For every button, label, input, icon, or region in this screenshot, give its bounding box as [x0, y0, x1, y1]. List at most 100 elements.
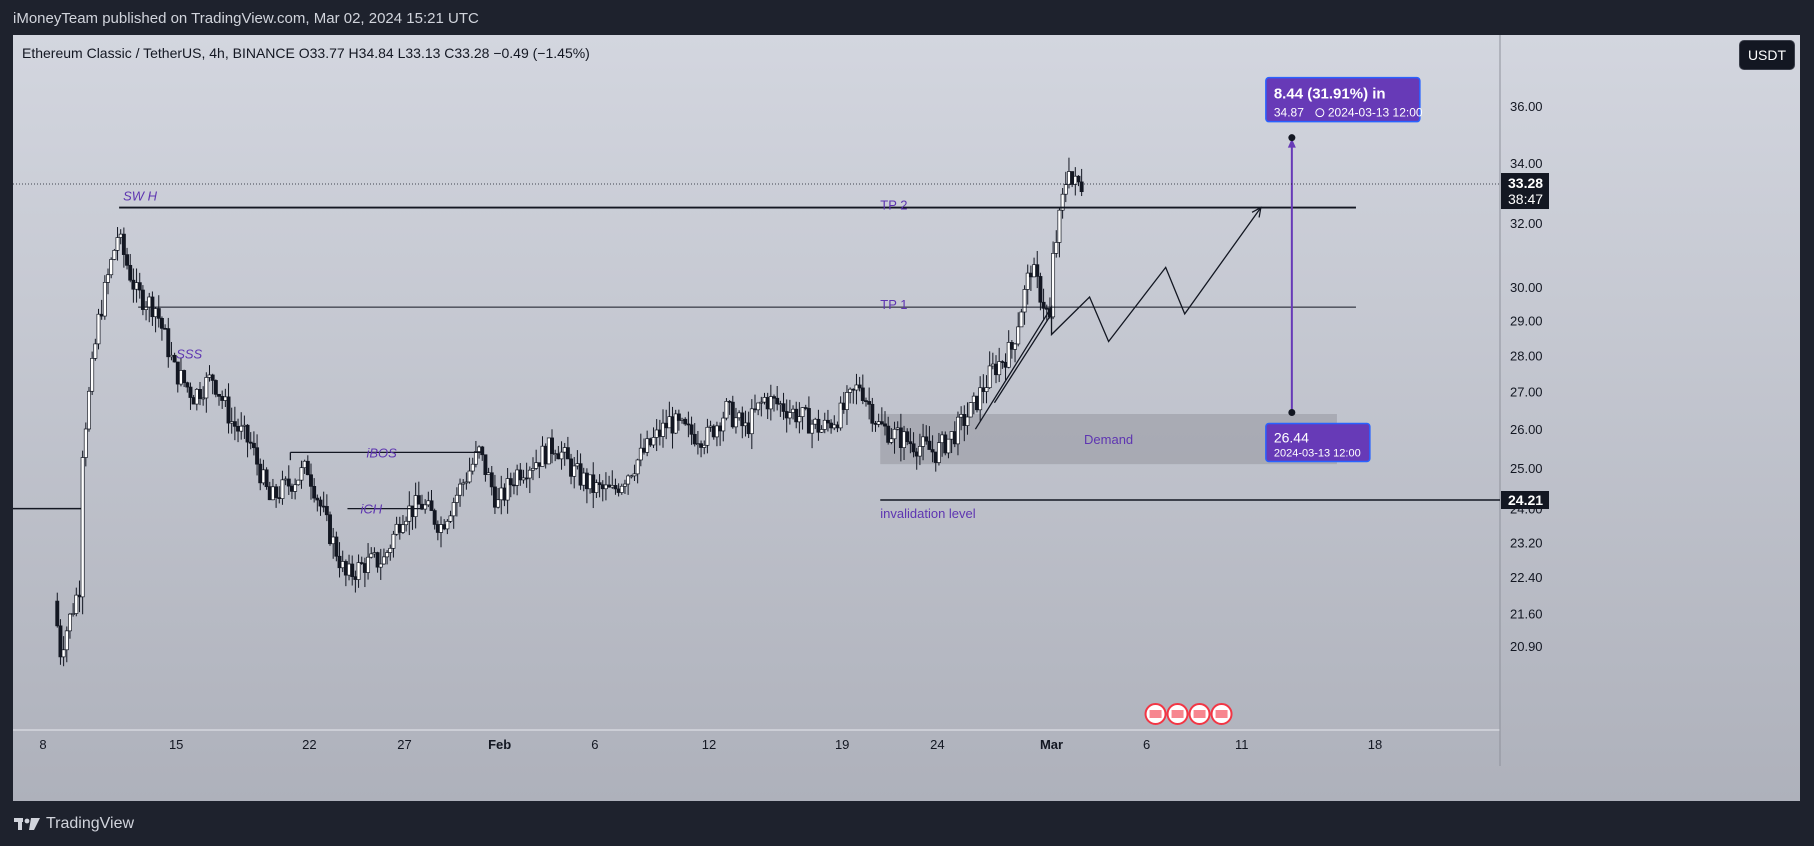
candle-body [524, 477, 529, 480]
time-axis[interactable]: 8 15 22 27 Feb 6 12 19 24 Mar 6 11 18 [39, 703, 1382, 752]
candle-body [309, 474, 313, 487]
candle-body [188, 386, 193, 398]
candle-body [797, 416, 802, 423]
candle-body [137, 282, 142, 291]
candle-body [454, 494, 459, 503]
candle-body [619, 485, 624, 493]
candle-body [762, 397, 767, 403]
candle-body [229, 421, 234, 424]
candle-body [1067, 171, 1071, 185]
candle-body [581, 472, 586, 486]
candle-body [584, 472, 589, 490]
candle-layer [55, 157, 1084, 667]
candle-body [940, 434, 945, 444]
candle-body [217, 394, 221, 397]
candle-body [854, 384, 859, 391]
candle-body [936, 442, 941, 463]
candle-body [676, 413, 681, 421]
measure-end-dot [1288, 134, 1296, 142]
candle-body [600, 484, 605, 490]
candle-body [467, 470, 472, 483]
candle-body [71, 613, 76, 615]
candle-body [477, 446, 482, 452]
candle-body [845, 392, 849, 410]
candle-body [743, 422, 748, 427]
candle-body [626, 475, 631, 485]
candle-body [391, 533, 396, 549]
candle-body [321, 505, 326, 508]
candle-body [340, 561, 345, 569]
candle-body [981, 387, 986, 392]
candle-body [781, 403, 786, 412]
time-tick-label: 15 [169, 737, 183, 752]
drawing-layer[interactable]: SW H TP 2 TP 1 invalidation level iBOS iCH SSS… [13, 76, 1500, 521]
time-tick-label: 19 [835, 737, 849, 752]
candle-body [362, 563, 367, 573]
candle-body [175, 361, 180, 385]
candle-body [714, 425, 719, 438]
candle-body [975, 395, 979, 411]
candle-body [426, 500, 431, 506]
tp2-label: TP 2 [880, 198, 907, 213]
invalidation-price-value: 24.21 [1508, 492, 1543, 508]
candle-body [236, 425, 240, 432]
price-chart[interactable]: Demand SW H TP 2 TP 1 invalidation level iBO… [13, 35, 1800, 801]
us-event-flag-stripes [1215, 710, 1228, 718]
candle-body [569, 458, 573, 477]
candle-body [496, 499, 501, 508]
candle-body [305, 460, 310, 476]
candle-body [1038, 276, 1043, 303]
projection-arrowhead [1251, 206, 1262, 218]
candle-body [1076, 175, 1081, 183]
candle-body [125, 254, 129, 266]
measure-start-box [1265, 422, 1371, 463]
candle-body [946, 438, 951, 454]
candle-body [591, 474, 596, 493]
candle-body [914, 451, 919, 457]
candle-body [756, 402, 761, 411]
footer-brand[interactable]: TradingView [14, 815, 134, 833]
candle-body [68, 613, 72, 632]
candle-body [350, 563, 355, 578]
candle-body [140, 289, 145, 310]
candle-body [204, 377, 209, 399]
candle-body [699, 443, 704, 448]
sw-high-label: SW H [123, 189, 158, 204]
candle-body [182, 370, 187, 384]
candle-body [1079, 181, 1084, 193]
candle-body [93, 343, 98, 359]
candle-body [540, 445, 545, 467]
candle-body [109, 259, 114, 276]
candle-body [794, 408, 799, 423]
candle-body [1044, 307, 1049, 310]
time-tick-label: 27 [397, 737, 411, 752]
candle-body [394, 523, 399, 535]
candle-body [813, 418, 818, 425]
current-price-badge [1501, 173, 1549, 210]
candle-body [96, 313, 101, 345]
candle-body [1041, 301, 1046, 309]
candle-body [927, 440, 932, 450]
candle-body [546, 437, 551, 465]
clock-icon [1315, 108, 1325, 118]
currency-button[interactable]: USDT [1739, 40, 1795, 70]
candle-body [191, 397, 196, 405]
time-tick-label: 6 [1143, 737, 1150, 752]
candle-body [293, 484, 298, 492]
time-tick-label: 22 [302, 737, 316, 752]
price-axis[interactable]: 36.00 34.00 32.00 30.00 29.00 28.00 27.00 26.00… [1501, 99, 1549, 654]
measure-target-date: 2024-03-13 12:00 [1328, 106, 1423, 120]
price-tick-label: 34.00 [1510, 156, 1543, 171]
candle-body [499, 487, 504, 501]
candle-body [949, 431, 954, 440]
candle-body [290, 485, 294, 492]
candle-body [172, 354, 177, 363]
candle-body [1016, 326, 1021, 345]
candle-body [423, 504, 428, 510]
candle-body [470, 463, 475, 472]
candle-body [737, 412, 742, 419]
candle-body [1000, 361, 1005, 363]
time-tick-label: 12 [702, 737, 716, 752]
candle-body [984, 387, 989, 392]
candle-body [261, 469, 266, 484]
